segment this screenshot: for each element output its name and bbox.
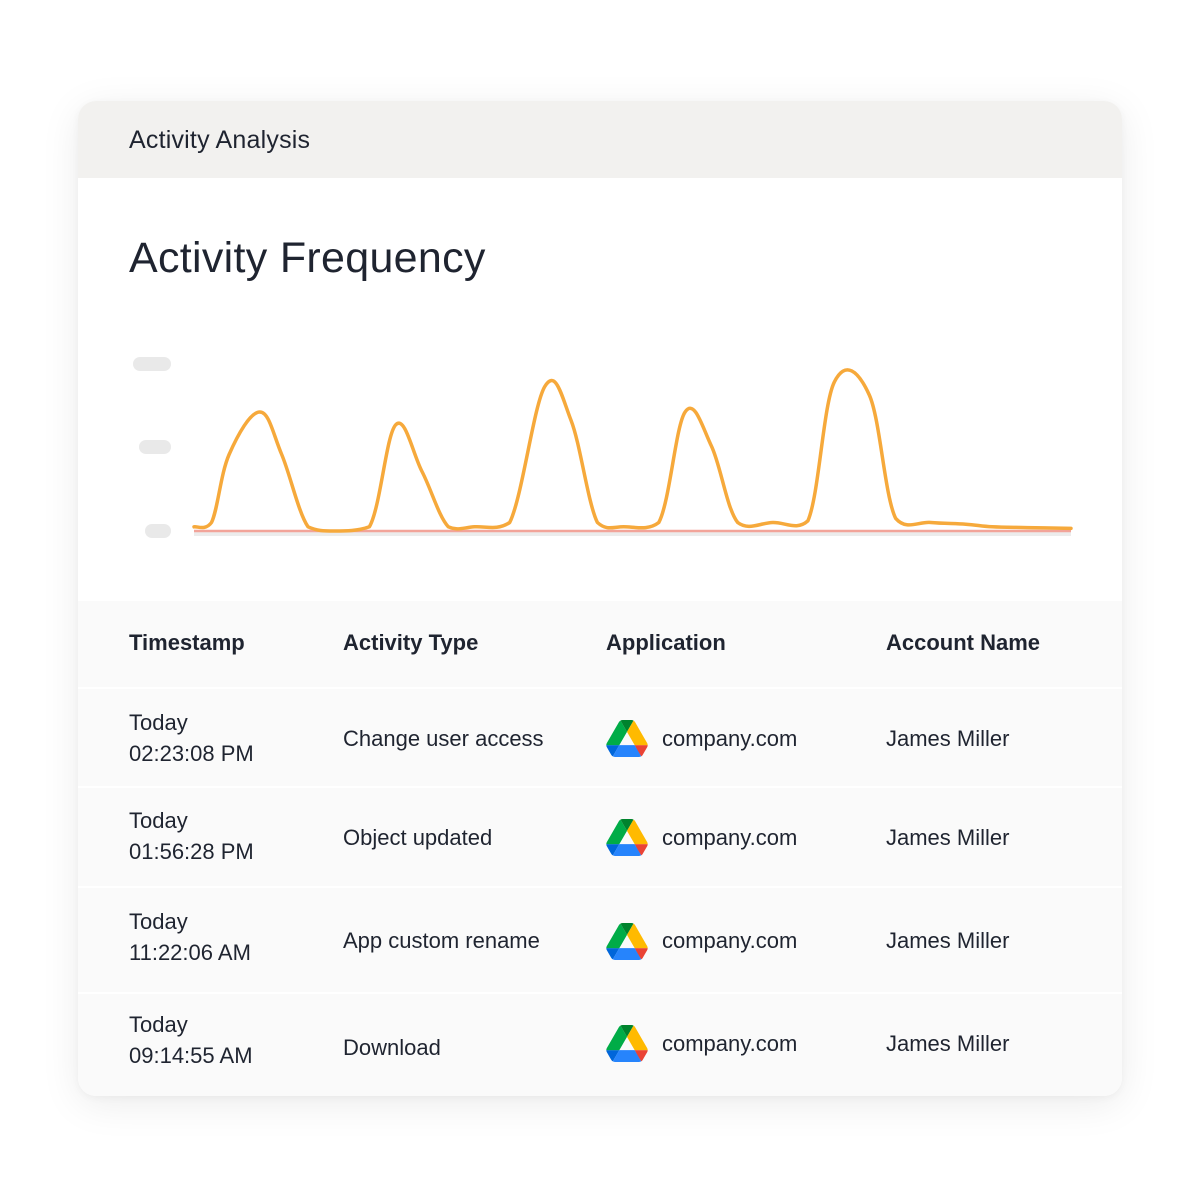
table-row[interactable]: Today 11:22:06 AM App custom rename comp… — [78, 888, 1122, 992]
card-header: Activity Analysis — [78, 101, 1122, 178]
timestamp-day: Today — [129, 808, 188, 833]
account-name[interactable]: James Miller — [886, 928, 1010, 953]
column-header-account-name[interactable]: Account Name — [886, 630, 1041, 655]
account-name[interactable]: James Miller — [886, 726, 1010, 751]
application-name[interactable]: company.com — [662, 726, 798, 751]
account-name[interactable]: James Miller — [886, 825, 1010, 850]
activity-type: Change user access — [343, 726, 544, 751]
application-name[interactable]: company.com — [662, 928, 798, 953]
y-tick-placeholder — [145, 524, 171, 538]
y-tick-placeholder — [133, 357, 171, 371]
timestamp-time: 02:23:08 PM — [129, 741, 254, 766]
activity-type: App custom rename — [343, 928, 540, 953]
google-drive-icon — [606, 1025, 648, 1062]
timestamp-time: 11:22:06 AM — [129, 940, 251, 965]
timestamp-day: Today — [129, 909, 188, 934]
application-name[interactable]: company.com — [662, 825, 798, 850]
column-header-timestamp[interactable]: Timestamp — [129, 630, 245, 655]
chart-title: Activity Frequency — [129, 234, 486, 282]
activity-type: Object updated — [343, 825, 493, 850]
table-row[interactable]: Today 09:14:55 AM Download company.com J… — [78, 994, 1122, 1096]
timestamp-day: Today — [129, 1012, 188, 1037]
table-row[interactable]: Today 02:23:08 PM Change user access com… — [78, 689, 1122, 786]
activity-type: Download — [343, 1035, 441, 1060]
table-header-row: Timestamp Activity Type Application Acco… — [78, 601, 1122, 687]
series-line-0 — [192, 368, 1073, 533]
column-header-application[interactable]: Application — [606, 630, 726, 655]
timestamp-time: 09:14:55 AM — [129, 1043, 253, 1068]
y-tick-placeholder — [139, 440, 171, 454]
application-name[interactable]: company.com — [662, 1031, 798, 1056]
activity-analysis-card: Activity Analysis Activity Frequency Tim… — [78, 101, 1122, 1096]
table-row[interactable]: Today 01:56:28 PM Object updated company… — [78, 788, 1122, 886]
activity-frequency-chart — [133, 357, 1073, 538]
column-header-activity-type[interactable]: Activity Type — [343, 630, 479, 655]
google-drive-icon — [606, 923, 648, 960]
timestamp-time: 01:56:28 PM — [129, 839, 254, 864]
google-drive-icon — [606, 720, 648, 757]
google-drive-icon — [606, 819, 648, 856]
card-header-title: Activity Analysis — [129, 126, 311, 154]
timestamp-day: Today — [129, 710, 188, 735]
activity-table: Timestamp Activity Type Application Acco… — [78, 601, 1122, 1096]
account-name[interactable]: James Miller — [886, 1031, 1010, 1056]
